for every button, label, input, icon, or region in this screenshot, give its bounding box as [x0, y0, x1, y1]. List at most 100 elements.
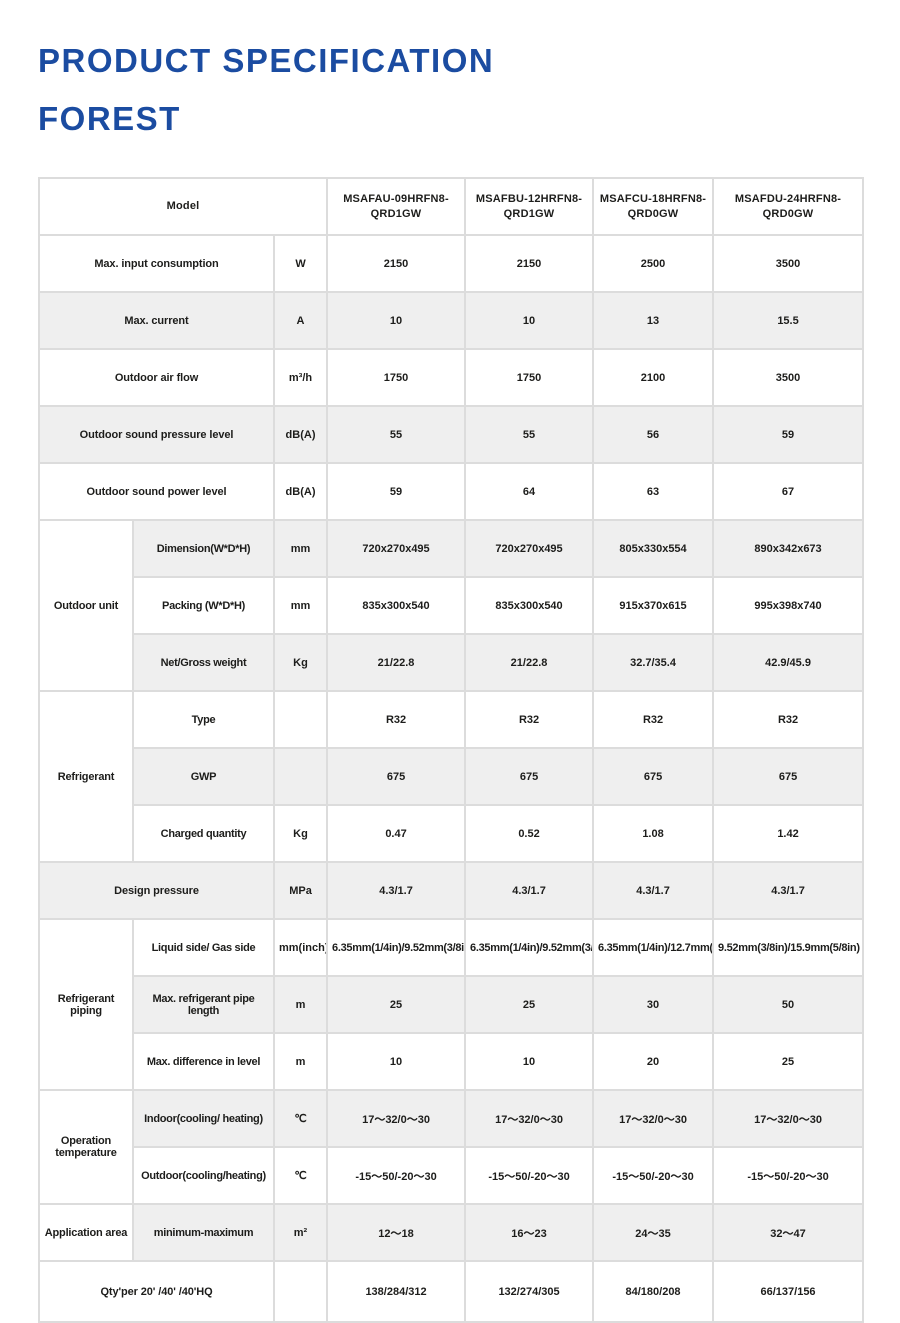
value-cell: 25: [326, 975, 467, 1034]
row-label-cell: Dimension(W*D*H): [132, 519, 275, 578]
value-cell: 835x300x540: [326, 576, 467, 635]
model-name-cell: MSAFBU-12HRFN8-QRD1GW: [464, 177, 595, 236]
value-cell: 56: [592, 405, 715, 464]
value-cell: 1750: [464, 348, 595, 407]
value-cell: 675: [712, 747, 865, 806]
model-name-cell: MSAFDU-24HRFN8-QRD0GW: [712, 177, 865, 236]
row-label-cell: Max. current: [38, 291, 275, 350]
value-cell: 720x270x495: [326, 519, 467, 578]
value-cell: 2100: [592, 348, 715, 407]
value-cell: 25: [464, 975, 595, 1034]
value-cell: 17～32/0～30: [326, 1089, 467, 1148]
spec-row: GWP 675 675 675 675: [39, 747, 865, 806]
value-cell: 55: [326, 405, 467, 464]
unit-cell: Kg: [272, 804, 329, 863]
value-cell: 17～32/0～30: [592, 1089, 715, 1148]
value-cell: 9.52mm(3/8in)/15.9mm(5/8in): [712, 918, 865, 977]
row-label-cell: Design pressure: [38, 861, 275, 920]
value-cell: 2150: [326, 234, 467, 293]
value-cell: 132/274/305: [464, 1260, 595, 1323]
value-cell: 0.52: [464, 804, 595, 863]
value-cell: -15～50/-20～30: [712, 1146, 865, 1205]
unit-cell: W: [272, 234, 329, 293]
row-label-cell: Max. input consumption: [38, 234, 275, 293]
row-label-cell: GWP: [132, 747, 275, 806]
value-cell: 13: [592, 291, 715, 350]
value-cell: 17～32/0～30: [712, 1089, 865, 1148]
model-name-cell: MSAFAU-09HRFN8-QRD1GW: [326, 177, 467, 236]
row-label-cell: Outdoor sound power level: [38, 462, 275, 521]
value-cell: -15～50/-20～30: [592, 1146, 715, 1205]
row-label-cell: minimum-maximum: [132, 1203, 275, 1262]
value-cell: 84/180/208: [592, 1260, 715, 1323]
value-cell: 32.7/35.4: [592, 633, 715, 692]
value-cell: 4.3/1.7: [712, 861, 865, 920]
value-cell: 6.35mm(1/4in)/12.7mm(1/2in): [592, 918, 715, 977]
spec-row: Net/Gross weight Kg 21/22.8 21/22.8 32.7…: [39, 633, 865, 692]
model-header-cell: Model: [37, 177, 329, 236]
value-cell: 3500: [712, 234, 865, 293]
row-label-cell: Max. refrigerant pipe length: [132, 975, 275, 1034]
row-label-cell: Charged quantity: [132, 804, 275, 863]
value-cell: 25: [712, 1032, 865, 1091]
value-cell: 4.3/1.7: [326, 861, 467, 920]
unit-cell: [272, 1260, 329, 1323]
value-cell: -15～50/-20～30: [326, 1146, 467, 1205]
value-cell: R32: [326, 690, 467, 749]
value-cell: 675: [592, 747, 715, 806]
spec-row: Outdoor unit Dimension(W*D*H) mm 720x270…: [38, 519, 865, 692]
value-cell: 12～18: [326, 1203, 467, 1262]
unit-cell: [272, 747, 329, 806]
spec-row: Application area minimum-maximum m² 12～1…: [38, 1203, 865, 1262]
spec-row: Outdoor air flow m³/h 1750 1750 2100 350…: [38, 348, 865, 407]
group-label-cell: Application area: [38, 1203, 134, 1262]
page-subtitle: FOREST: [38, 100, 181, 137]
value-cell: 138/284/312: [326, 1260, 467, 1323]
value-cell: 675: [464, 747, 595, 806]
spec-row: Operation temperature Indoor(cooling/ he…: [38, 1089, 865, 1205]
model-name-cell: MSAFCU-18HRFN8-QRD0GW: [592, 177, 715, 236]
spec-row: Qty'per 20' /40' /40'HQ 138/284/312 132/…: [38, 1260, 865, 1323]
page-title: PRODUCT SPECIFICATION: [38, 42, 495, 79]
value-cell: 675: [326, 747, 467, 806]
unit-cell: m²: [272, 1203, 329, 1262]
value-cell: 21/22.8: [464, 633, 595, 692]
value-cell: 1750: [326, 348, 467, 407]
value-cell: 30: [592, 975, 715, 1034]
row-label-cell: Liquid side/ Gas side: [132, 918, 275, 977]
value-cell: 66/137/156: [712, 1260, 865, 1323]
unit-cell: dB(A): [272, 462, 329, 521]
value-cell: 10: [464, 1032, 595, 1091]
value-cell: 835x300x540: [464, 576, 595, 635]
value-cell: 2500: [592, 234, 715, 293]
unit-cell: m³/h: [272, 348, 329, 407]
value-cell: 720x270x495: [464, 519, 595, 578]
value-cell: 67: [712, 462, 865, 521]
unit-cell: MPa: [272, 861, 329, 920]
value-cell: 10: [326, 291, 467, 350]
value-cell: 16～23: [464, 1203, 595, 1262]
row-label-cell: Net/Gross weight: [132, 633, 275, 692]
unit-cell: mm: [272, 576, 329, 635]
row-label-cell: Outdoor air flow: [38, 348, 275, 407]
value-cell: 59: [712, 405, 865, 464]
value-cell: 1.42: [712, 804, 865, 863]
value-cell: 890x342x673: [712, 519, 865, 578]
value-cell: 50: [712, 975, 865, 1034]
value-cell: 15.5: [712, 291, 865, 350]
spec-row: Packing (W*D*H) mm 835x300x540 835x300x5…: [39, 576, 865, 635]
row-label-cell: Indoor(cooling/ heating): [132, 1089, 275, 1148]
table-header-row: Model MSAFAU-09HRFN8-QRD1GW MSAFBU-12HRF…: [37, 177, 865, 236]
spec-row: Outdoor(cooling/heating) ℃ -15～50/-20～30…: [39, 1146, 865, 1205]
spec-row: Refrigerant Type R32 R32 R32 R32: [38, 690, 865, 863]
unit-cell: Kg: [272, 633, 329, 692]
title-block: PRODUCT SPECIFICATION FOREST: [38, 44, 862, 135]
spec-row: Outdoor sound pressure level dB(A) 55 55…: [38, 405, 865, 464]
unit-cell: mm(inch): [272, 918, 329, 977]
value-cell: 4.3/1.7: [464, 861, 595, 920]
value-cell: 6.35mm(1/4in)/9.52mm(3/8in): [464, 918, 595, 977]
value-cell: 10: [464, 291, 595, 350]
value-cell: 59: [326, 462, 467, 521]
value-cell: 2150: [464, 234, 595, 293]
group-label-cell: Operation temperature: [38, 1089, 134, 1205]
